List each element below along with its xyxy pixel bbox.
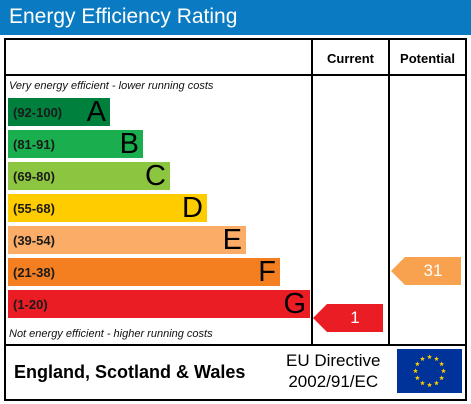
page-title: Energy Efficiency Rating: [9, 5, 238, 28]
divider-current: [311, 38, 313, 346]
flag-star-icon: [434, 356, 439, 361]
potential-rating-arrow: 31: [391, 257, 461, 285]
band-d: (55-68) D: [8, 192, 207, 224]
band-letter: E: [222, 224, 242, 256]
band-letter: G: [283, 288, 306, 320]
band-range-label: (1-20): [13, 297, 48, 312]
band-range-label: (39-54): [13, 233, 55, 248]
band-e: (39-54) E: [8, 224, 246, 256]
column-header-current: Current: [327, 51, 374, 66]
current-rating-arrow: 1: [313, 304, 383, 332]
band-range-label: (92-100): [13, 105, 63, 120]
flag-star-icon: [420, 356, 425, 361]
current-rating-value: 1: [350, 308, 360, 327]
band-b: (81-91) B: [8, 128, 143, 160]
band-c: (69-80) C: [8, 160, 170, 192]
band-f: (21-38) F: [8, 256, 280, 288]
flag-star-icon: [434, 380, 439, 386]
flag-star-icon: [414, 361, 420, 367]
band-letter: C: [145, 160, 166, 192]
flag-star-icon: [413, 368, 418, 374]
band-letter: B: [119, 128, 139, 160]
flag-star-icon: [439, 375, 445, 381]
flag-star-icon: [414, 375, 420, 381]
directive-line-1: EU Directive: [286, 351, 381, 370]
divider-footer: [4, 344, 467, 346]
bottom-note: Not energy efficient - higher running co…: [9, 328, 213, 340]
potential-rating-value: 31: [423, 261, 443, 280]
flag-star-icon: [441, 368, 446, 374]
flag-star-icon: [439, 361, 445, 367]
divider-potential: [388, 38, 390, 346]
title-bar: Energy Efficiency Rating: [0, 0, 471, 35]
band-range-label: (55-68): [13, 201, 55, 216]
band-a: (92-100) A: [8, 96, 110, 128]
band-range-label: (21-38): [13, 265, 55, 280]
eu-flag-icon: [397, 349, 462, 393]
band-letter: D: [182, 192, 203, 224]
directive-line-2: 2002/91/EC: [288, 372, 379, 391]
band-letter: A: [86, 96, 106, 128]
rating-chart-frame: [4, 38, 467, 401]
column-header-potential: Potential: [400, 51, 455, 66]
footer-region: England, Scotland & Wales: [14, 362, 246, 382]
flag-star-icon: [427, 354, 432, 360]
band-g: (1-20) G: [8, 288, 310, 320]
band-range-label: (69-80): [13, 169, 55, 184]
eu-directive: EU Directive 2002/91/EC: [286, 350, 380, 392]
divider-header: [4, 74, 467, 76]
band-letter: F: [258, 256, 276, 288]
flag-star-icon: [427, 382, 432, 388]
band-range-label: (81-91): [13, 137, 55, 152]
top-note: Very energy efficient - lower running co…: [9, 80, 214, 92]
flag-star-icon: [420, 380, 425, 386]
